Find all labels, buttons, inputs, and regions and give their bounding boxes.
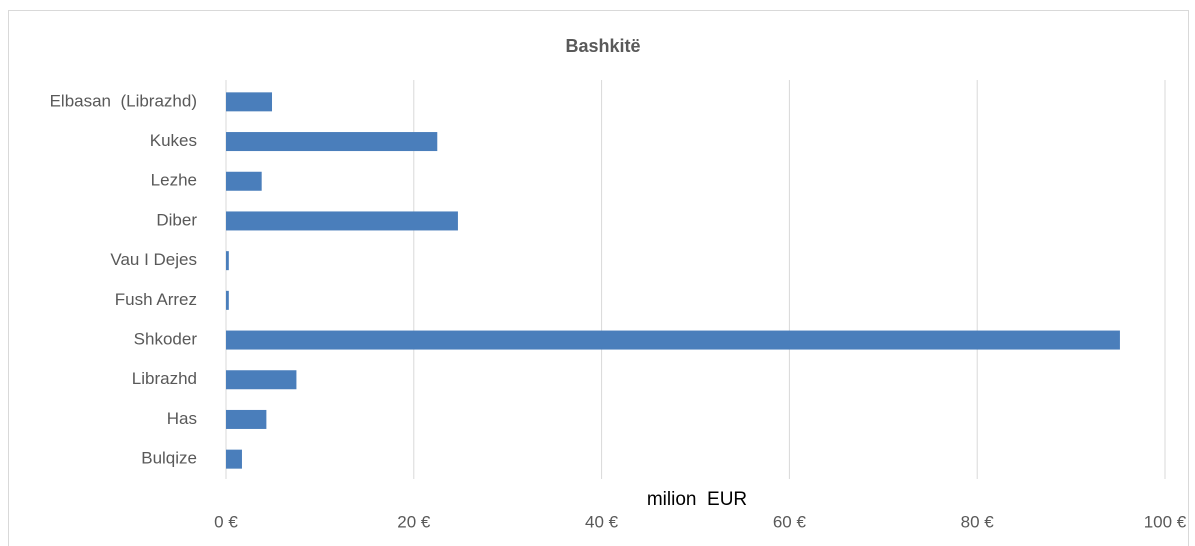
y-tick-label: Bulqize bbox=[141, 449, 197, 468]
bar bbox=[226, 370, 297, 390]
x-tick-label: 60 € bbox=[773, 512, 807, 531]
x-tick-label: 80 € bbox=[961, 512, 995, 531]
bar bbox=[226, 251, 229, 271]
x-tick-label: 100 € bbox=[1144, 512, 1187, 531]
y-tick-label: Lezhe bbox=[151, 171, 197, 190]
x-tick-label: 0 € bbox=[214, 512, 238, 531]
bar bbox=[226, 330, 1120, 350]
y-tick-label: Fush Arrez bbox=[115, 290, 197, 309]
bar bbox=[226, 92, 273, 112]
x-tick-label: 40 € bbox=[585, 512, 619, 531]
y-tick-label: Librazhd bbox=[132, 369, 197, 388]
y-tick-label: Kukes bbox=[150, 131, 197, 150]
bar bbox=[226, 211, 458, 231]
chart-border bbox=[8, 10, 1189, 546]
y-tick-label: Vau I Dejes bbox=[110, 250, 197, 269]
x-tick-label: 20 € bbox=[397, 512, 431, 531]
bar bbox=[226, 449, 242, 469]
bar bbox=[226, 132, 438, 152]
chart-title: Bashkitë bbox=[565, 36, 640, 56]
bar bbox=[226, 290, 229, 310]
y-tick-label: Shkoder bbox=[134, 330, 198, 349]
y-tick-label: Elbasan (Librazhd) bbox=[50, 91, 197, 110]
x-axis-label: milion EUR bbox=[647, 489, 747, 510]
y-tick-label: Diber bbox=[156, 210, 197, 229]
bar bbox=[226, 171, 262, 191]
y-tick-label: Has bbox=[167, 409, 197, 428]
bar bbox=[226, 409, 267, 429]
